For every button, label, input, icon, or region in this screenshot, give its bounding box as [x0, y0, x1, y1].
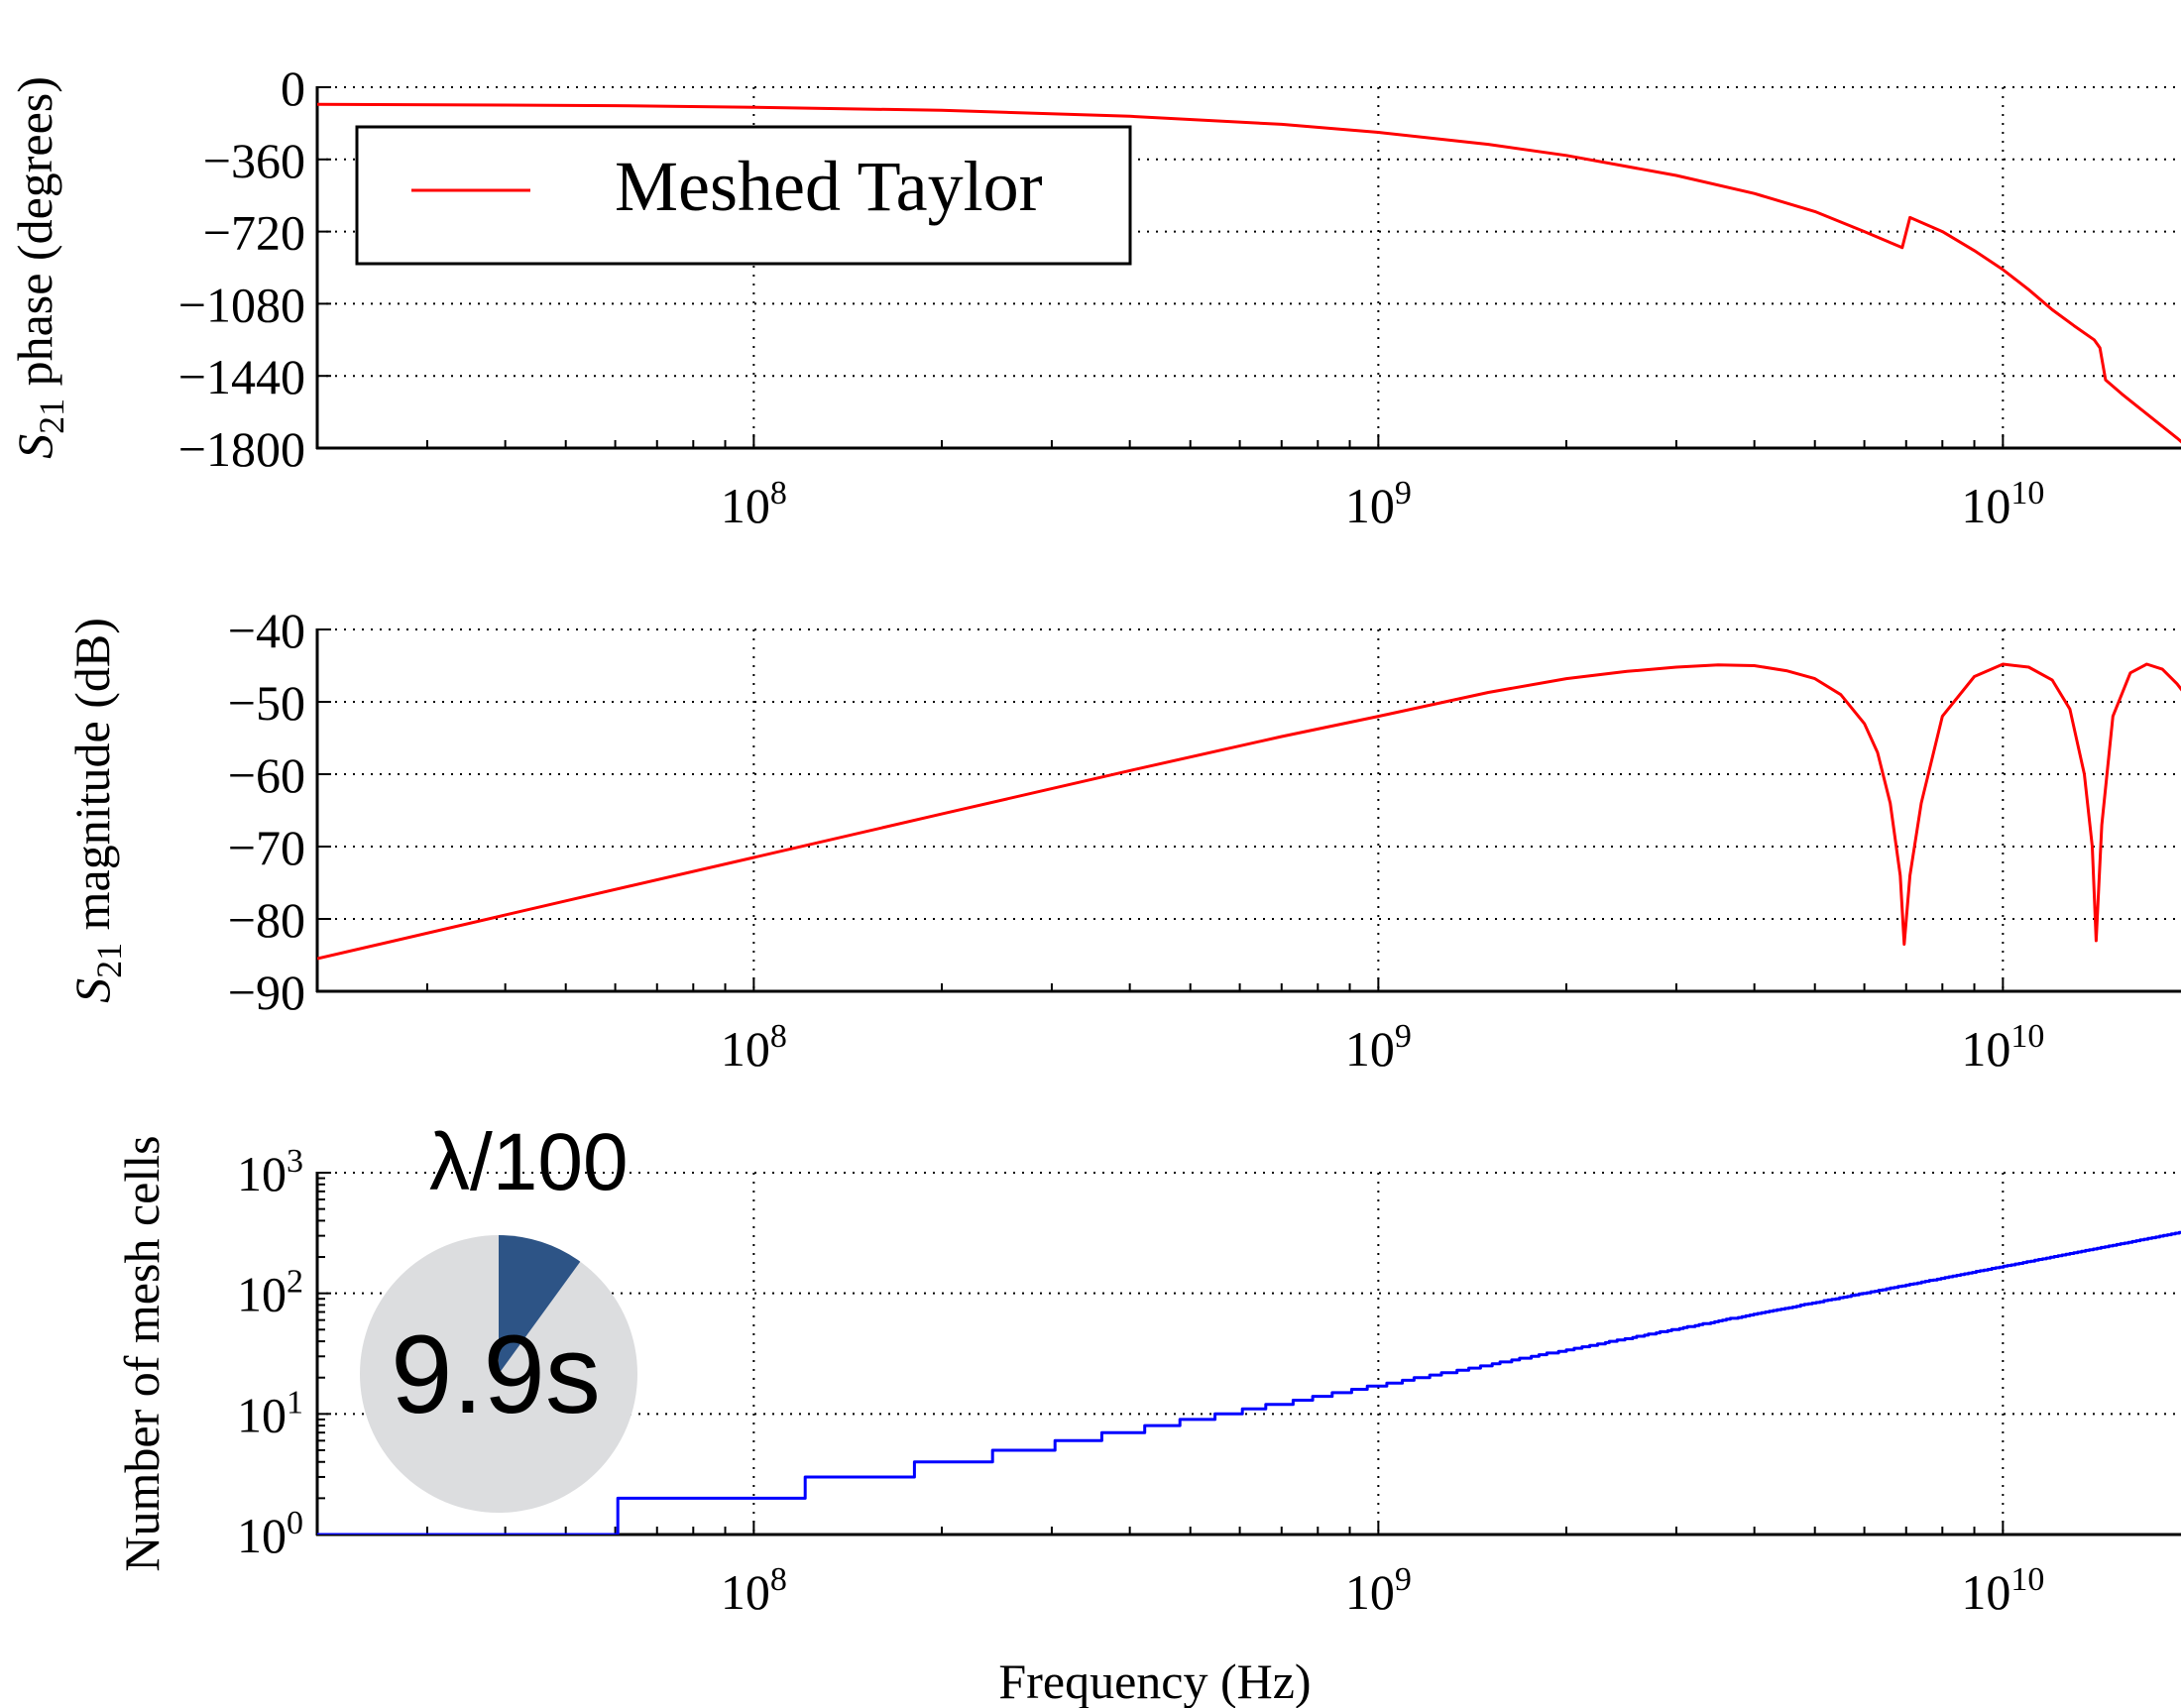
y-tick-label: −360 [203, 133, 305, 188]
y-tick-label: −720 [203, 205, 305, 261]
x-tick-label-base: 10 [721, 1021, 770, 1077]
x-tick-label-exponent: 8 [770, 475, 787, 512]
y-axis-label-text: Number of mesh cells [114, 1135, 170, 1571]
x-tick-label-exponent: 8 [770, 1018, 787, 1055]
y-tick-label: −50 [228, 675, 305, 731]
x-tick-label: 108 [721, 1018, 787, 1077]
y-axis-label: Number of mesh cells [114, 1135, 170, 1571]
y-tick-label-exponent: 3 [287, 1143, 303, 1180]
y-tick-label: 0 [281, 60, 305, 116]
y-tick-label-base: 10 [237, 1508, 287, 1563]
series-line [317, 102, 2181, 444]
x-tick-label-base: 10 [1345, 1021, 1395, 1077]
y-tick-label-exponent: 0 [287, 1505, 303, 1541]
timing-annotation: λ/100 9.9s [360, 1117, 637, 1513]
y-tick-label-base: 10 [237, 1387, 287, 1442]
pie-progress-slice [499, 1235, 581, 1374]
x-tick-label-base: 10 [1961, 1564, 2010, 1620]
x-tick-label-base: 10 [1345, 478, 1395, 533]
x-tick-label-exponent: 10 [2010, 475, 2044, 512]
y-axis-label-subscript: 21 [32, 399, 71, 434]
y-tick-label-base: 10 [237, 1267, 287, 1322]
y-tick-label: 100 [237, 1505, 303, 1563]
y-tick-label: 103 [237, 1143, 303, 1201]
y-tick-label: −70 [228, 820, 305, 875]
x-tick-label: 1010 [1961, 1561, 2044, 1620]
y-axis-label-symbol: S [64, 978, 120, 1003]
y-tick-label: 102 [237, 1264, 303, 1322]
x-tick-label-base: 10 [1961, 478, 2010, 533]
x-tick-label: 109 [1345, 1561, 1412, 1620]
x-tick-label-exponent: 9 [1395, 1561, 1412, 1598]
x-tick-label-exponent: 9 [1395, 475, 1412, 512]
x-tick-label: 1010 [1961, 1018, 2044, 1077]
x-tick-label: 108 [721, 475, 787, 533]
y-tick-label-exponent: 1 [287, 1384, 303, 1421]
x-tick-label-exponent: 10 [2010, 1018, 2044, 1055]
x-tick-label-base: 10 [1961, 1021, 2010, 1077]
x-tick-label-exponent: 8 [770, 1561, 787, 1598]
y-tick-label: −1080 [178, 277, 305, 332]
x-tick-label-exponent: 10 [2010, 1561, 2044, 1598]
y-tick-label: 101 [237, 1384, 303, 1442]
y-tick-label: −1440 [178, 349, 305, 404]
x-axis-label: Frequency (Hz) [998, 1653, 1311, 1708]
y-tick-label-exponent: 2 [287, 1264, 303, 1301]
x-tick-label: 109 [1345, 1018, 1412, 1077]
legend-box [355, 125, 1132, 266]
y-axis-label-text: magnitude (dB) [64, 618, 120, 943]
y-tick-label: −60 [228, 747, 305, 803]
legend: Meshed Taylor [355, 125, 1132, 266]
x-tick-label-base: 10 [721, 1564, 770, 1620]
annotation-title: λ/100 [429, 1117, 629, 1207]
x-tick-label-base: 10 [721, 478, 770, 533]
x-tick-label-exponent: 9 [1395, 1018, 1412, 1055]
x-tick-label: 1010 [1961, 475, 2044, 533]
x-tick-label-base: 10 [1345, 1564, 1395, 1620]
y-tick-label-base: 10 [237, 1146, 287, 1201]
y-tick-label: −90 [228, 965, 305, 1020]
y-tick-label: −1800 [178, 421, 305, 477]
series-line [317, 1230, 2181, 1535]
y-tick-label: −80 [228, 892, 305, 948]
y-axis-label: S21 magnitude (dB) [64, 618, 129, 1003]
y-axis-label: S21 phase (degrees) [7, 76, 71, 459]
legend-label: Meshed Taylor [615, 147, 1043, 226]
y-tick-label: −40 [228, 603, 305, 658]
y-axis-label-symbol: S [7, 434, 62, 459]
x-tick-label: 109 [1345, 475, 1412, 533]
series-line [317, 662, 2181, 961]
annotation-time: 9.9s [391, 1312, 601, 1436]
y-axis-label-subscript: 21 [89, 943, 129, 978]
x-tick-label: 108 [721, 1561, 787, 1620]
y-axis-label-text: phase (degrees) [7, 76, 62, 399]
